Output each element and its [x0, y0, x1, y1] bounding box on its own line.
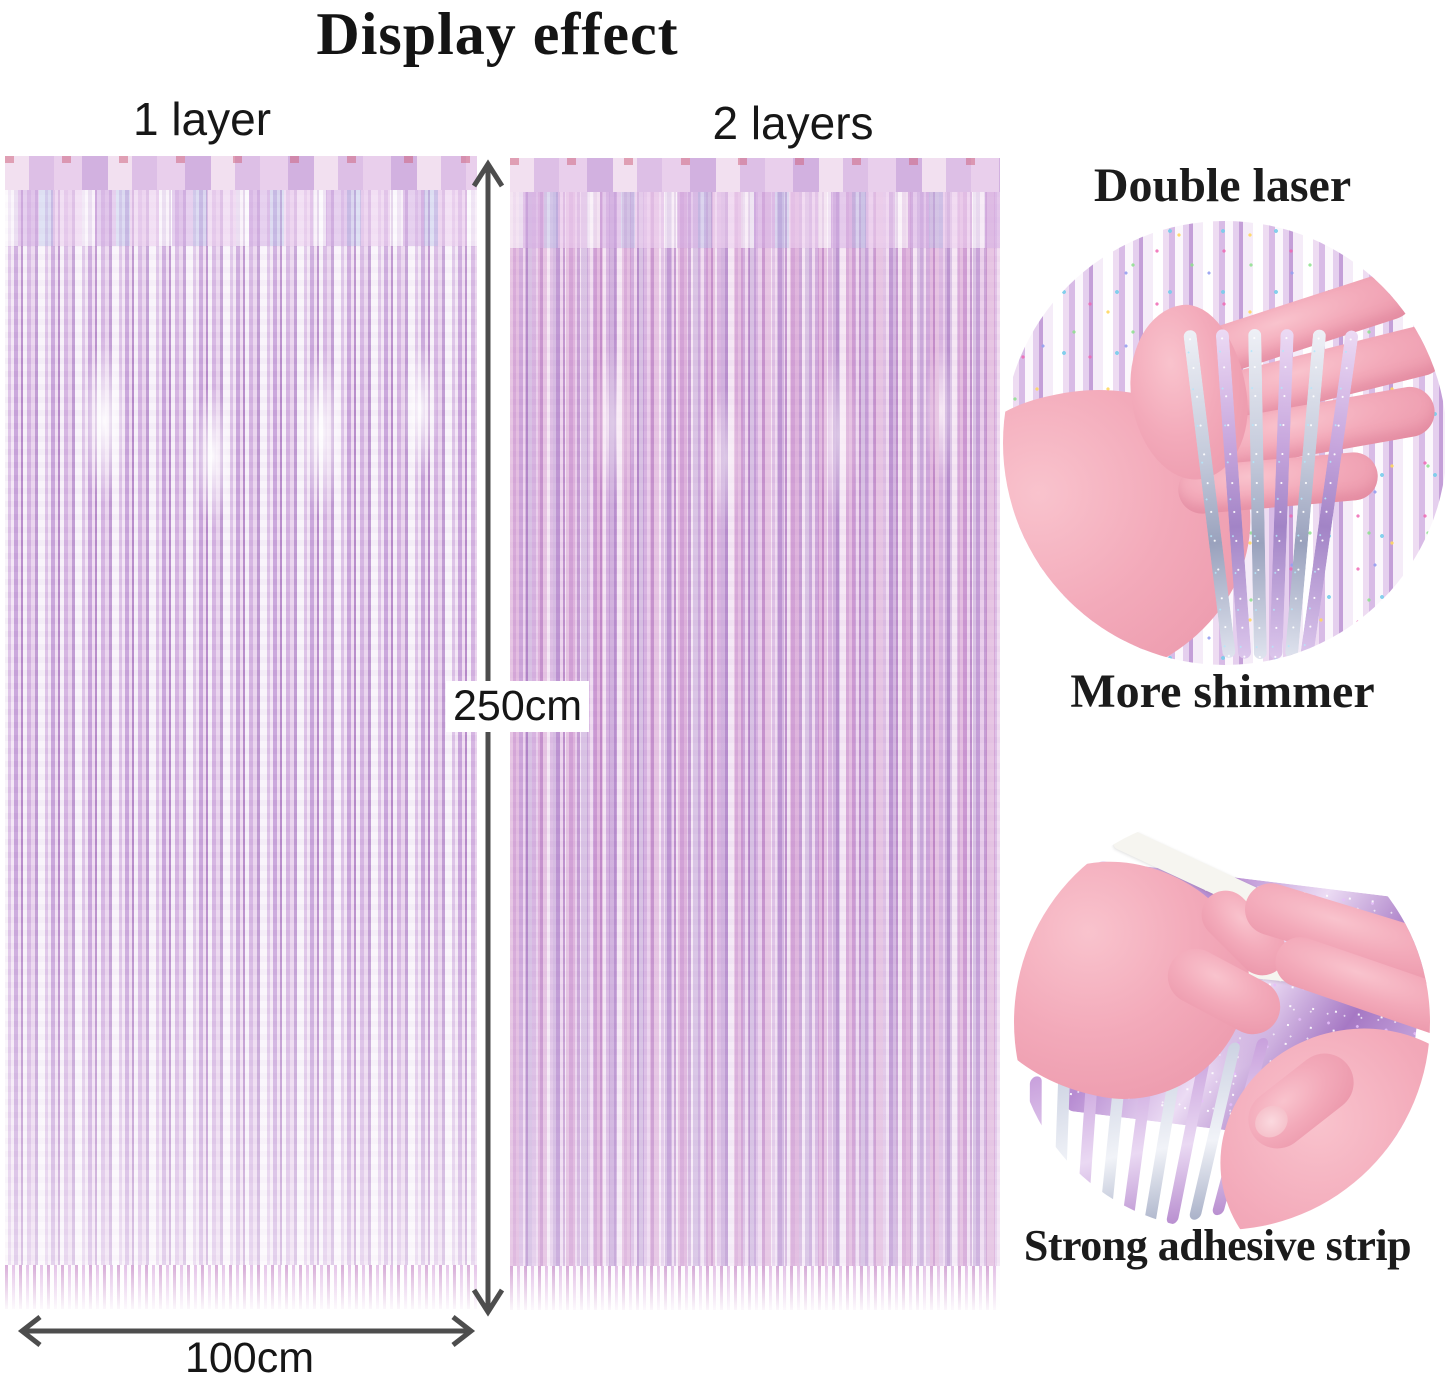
- curtain-photo-1-layer: [5, 156, 477, 1309]
- height-arrow: [471, 159, 505, 1317]
- fringe-density-overlay: [510, 158, 1000, 1310]
- inset-photo-adhesive-strip: [1014, 814, 1430, 1230]
- fringe-top-band: [5, 156, 477, 190]
- curtain-label-1-layer: 1 layer: [132, 93, 272, 145]
- height-measurement-label: 250cm: [446, 681, 590, 732]
- fringe-drape: [510, 192, 1000, 248]
- curtain-photo-2-layers: [510, 158, 1000, 1310]
- fringe-strands: [5, 156, 477, 1309]
- tinsel-ribbon: [1248, 328, 1267, 660]
- inset-photo-double-laser: [1003, 221, 1445, 665]
- fringe-strand: [1052, 1070, 1071, 1230]
- fringe-strand: [1029, 1075, 1042, 1230]
- width-measurement-label: 100cm: [184, 1334, 315, 1379]
- fringe-drape: [5, 190, 477, 246]
- width-arrow: [17, 1315, 476, 1347]
- fringe-bottom-ends: [510, 1266, 1000, 1310]
- curtain-label-2-layers: 2 layers: [712, 97, 874, 149]
- tinsel-ribbon-bundle: [1182, 328, 1363, 660]
- fringe-strands: [510, 158, 1000, 1310]
- page-title: Display effect: [316, 1, 679, 67]
- fringe-bottom-ends: [5, 1265, 477, 1309]
- callout-title-double-laser: Double laser: [1093, 159, 1352, 212]
- fringe-top-band: [510, 158, 1000, 192]
- callout-title-adhesive: Strong adhesive strip: [1023, 1221, 1412, 1270]
- callout-title-more-shimmer: More shimmer: [1070, 665, 1375, 718]
